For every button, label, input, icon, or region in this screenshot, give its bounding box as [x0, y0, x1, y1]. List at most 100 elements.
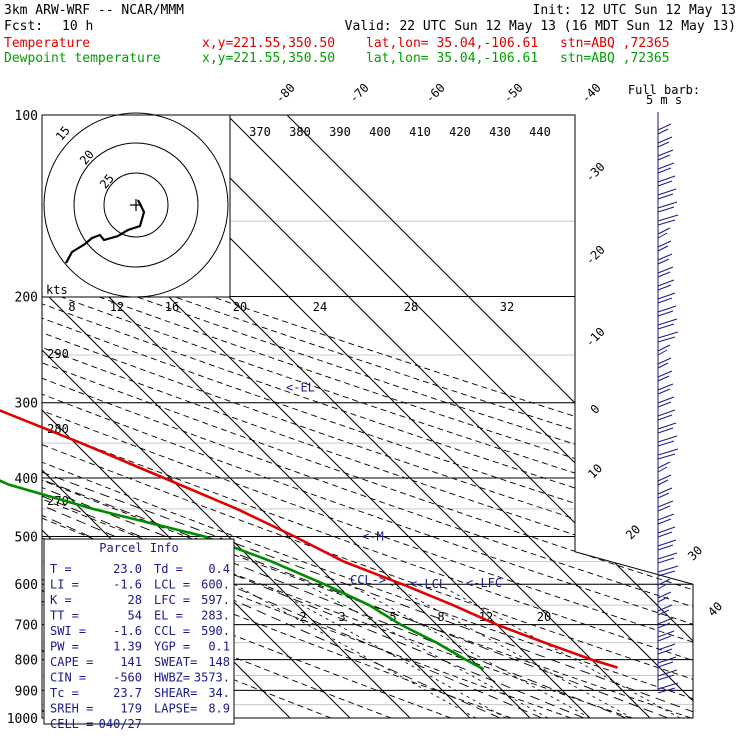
wind-barb: [657, 240, 672, 252]
level-annotation: <-M: [362, 529, 384, 543]
parcel-row-label: CCL =: [154, 624, 190, 638]
wind-barb: [657, 188, 677, 200]
parcel-row-label: EL =: [154, 609, 183, 623]
theta-label: 380: [289, 125, 311, 139]
dry-adiabat-line: [42, 115, 693, 718]
parcel-row-label: LCL =: [154, 578, 190, 592]
hodograph-speed-label: 28: [404, 300, 418, 314]
hodograph-ring: [73, 142, 199, 268]
parcel-row-label: SREH =: [50, 702, 93, 716]
wind-barb: [657, 357, 672, 369]
dry-adiabat-line: [42, 115, 693, 718]
isotherm-label: 20: [623, 522, 643, 542]
dewpoint-legend: Dewpoint temperature: [4, 51, 161, 66]
wind-barb: [657, 604, 673, 616]
wind-barb: [657, 305, 677, 317]
wind-barb: [657, 617, 674, 629]
wind-barb: [657, 370, 673, 382]
wind-barb: [657, 292, 676, 304]
pressure-label-100: 100: [15, 109, 38, 124]
wind-barb: [657, 474, 672, 486]
hodograph-ring: [43, 112, 229, 298]
parcel-row-label: SHEAR=: [154, 686, 197, 700]
parcel-row-value: 1.39: [113, 640, 142, 654]
parcel-row-value: 040/27: [99, 717, 142, 731]
wind-barb: [657, 123, 672, 135]
dewpoint-station: stn=ABQ ,72365: [560, 51, 670, 66]
pressure-label-1000: 1000: [7, 712, 38, 727]
isotherm-label: -20: [583, 243, 608, 268]
isotherm-line: [166, 115, 693, 718]
parcel-row-value: 597.: [201, 593, 230, 607]
isotherm-line: [226, 115, 693, 718]
wind-barb: [657, 214, 679, 226]
wind-barb: [657, 630, 675, 642]
isotherm-label: 40: [705, 599, 725, 619]
theta-left-label: 290: [47, 347, 69, 361]
pressure-label-600: 600: [15, 578, 38, 593]
dry-adiabat-line: [42, 115, 693, 718]
wind-barb: [657, 318, 678, 330]
parcel-row-value: -1.6: [113, 578, 142, 592]
isotherm-line: [42, 115, 531, 718]
parcel-row-value: -560: [113, 671, 142, 685]
wind-barb: [657, 643, 676, 655]
level-annotation: CCL->: [350, 573, 386, 587]
theta-label: 420: [449, 125, 471, 139]
theta-label: 410: [409, 125, 431, 139]
barb-legend-title: Full barb:: [628, 83, 700, 97]
moist-adiabat-line: [42, 402, 627, 718]
parcel-row-value: 3573.: [194, 671, 230, 685]
dry-adiabat-line: [42, 115, 693, 718]
mixing-ratio-label: 5: [389, 610, 396, 624]
parcel-info-title: Parcel Info: [99, 541, 178, 555]
isotherm-label: -70: [347, 81, 372, 106]
isotherm-label: -10: [583, 325, 608, 350]
isotherm-line: [42, 115, 471, 718]
init-time: Init: 12 UTC Sun 12 May 13: [532, 3, 737, 18]
wind-barb: [657, 422, 677, 434]
isotherm-label: -40: [579, 81, 604, 106]
wind-barb: [657, 487, 673, 499]
wind-barb: [657, 435, 678, 447]
isotherm-label: -30: [583, 160, 608, 185]
parcel-row-value: 8.9: [208, 702, 230, 716]
parcel-row-label: CIN =: [50, 671, 86, 685]
wind-barb: [657, 461, 671, 473]
isotherm-label: 0: [588, 402, 603, 417]
wind-barb: [657, 526, 676, 538]
dewpoint-xy: x,y=221.55,350.50: [202, 51, 336, 66]
hodograph-ring: [103, 172, 169, 238]
parcel-row-value: -1.6: [113, 624, 142, 638]
theta-label: 440: [529, 125, 551, 139]
dewpoint-line: [0, 479, 485, 671]
level-annotation: <-LCL: [410, 577, 446, 591]
wind-barb: [657, 383, 674, 395]
parcel-row-value: 0.1: [208, 640, 230, 654]
hodograph-trace: [65, 199, 146, 264]
isotherm-label: 10: [585, 461, 605, 481]
parcel-row-label: LFC =: [154, 593, 190, 607]
wind-barb: [657, 552, 678, 564]
wind-barb: [657, 331, 679, 343]
forecast-hour: 10 h: [62, 19, 94, 34]
wind-barb: [657, 539, 677, 551]
theta-label: 370: [249, 125, 271, 139]
hodograph-speed-label: 16: [165, 300, 179, 314]
wind-barb: [657, 175, 676, 187]
moist-adiabat-line: [42, 402, 543, 718]
wind-barb: [657, 136, 673, 148]
parcel-row-label: LAPSE=: [154, 702, 197, 716]
dewpoint-latlon: lat,lon= 35.04,-106.61: [366, 51, 539, 66]
parcel-row-value: 179: [120, 702, 142, 716]
parcel-row-value: 34.: [208, 686, 230, 700]
parcel-row-value: 148: [208, 655, 230, 669]
dry-adiabat-line: [42, 115, 693, 718]
wind-barb: [657, 227, 671, 239]
parcel-row-label: Tc =: [50, 686, 79, 700]
parcel-row-value: 141: [120, 655, 142, 669]
hodograph-speed-label: 24: [313, 300, 327, 314]
parcel-row-value: 590.: [201, 624, 230, 638]
hodograph-units: kts: [46, 283, 68, 297]
